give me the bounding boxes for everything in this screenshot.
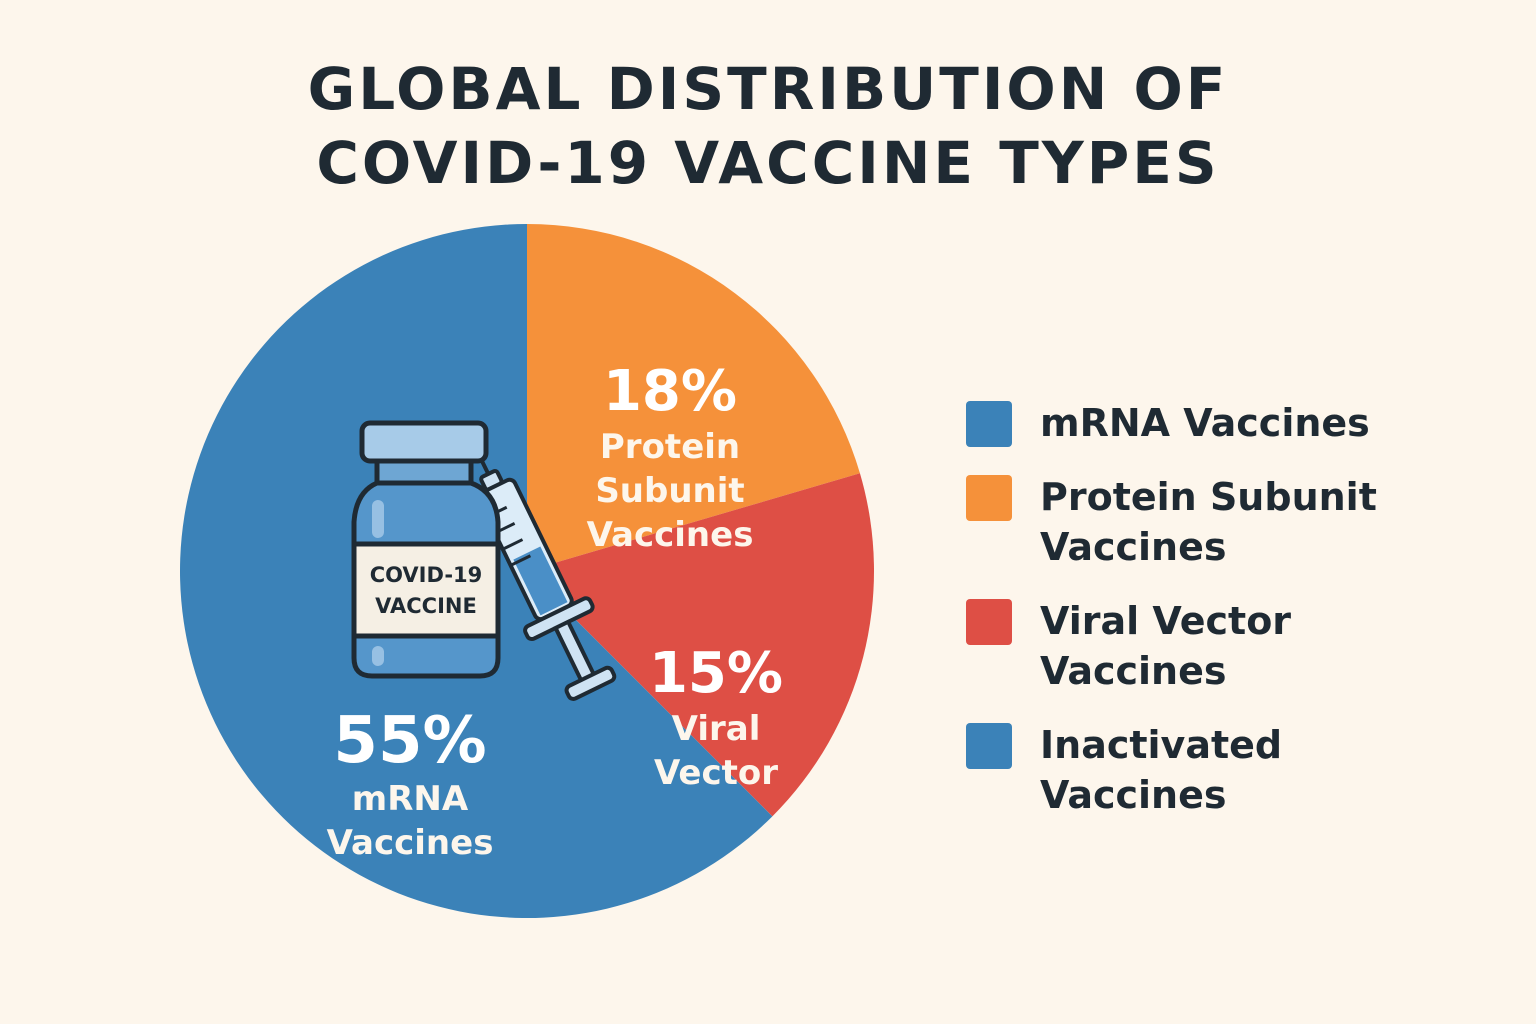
slice-name-label: Vaccines — [327, 823, 494, 863]
legend-item-mrna: mRNA Vaccines — [966, 398, 1526, 448]
legend-label: Inactivated Vaccines — [1040, 723, 1283, 817]
pie-slice-viral-vector-vaccines — [527, 473, 874, 817]
slice-name-label: mRNA — [352, 779, 469, 819]
vaccine-vial-icon: COVID-19 VACCINE — [351, 420, 501, 679]
legend-item-protein-subunit: Protein Subunit Vaccines — [966, 472, 1526, 572]
chart-title-line-1: GLOBAL DISTRIBUTION OF — [307, 55, 1229, 123]
slice-name-label: Subunit — [595, 471, 744, 511]
legend-label: mRNA Vaccines — [1040, 401, 1370, 445]
slice-percent-label: 18% — [603, 359, 737, 424]
chart-title-line-2: COVID-19 VACCINE TYPES — [316, 129, 1220, 197]
slice-name-label: Viral — [672, 709, 761, 749]
slice-name-label: Protein — [600, 427, 740, 467]
pie-slice-protein-subunit-vaccines — [527, 224, 860, 571]
vial-label-line-1: COVID-19 — [370, 563, 483, 587]
slice-name-label: Vector — [654, 753, 778, 793]
slice-percent-label: 55% — [333, 704, 486, 778]
legend-swatch — [966, 475, 1012, 521]
legend-item-inactivated: Inactivated Vaccines — [966, 720, 1526, 820]
legend: mRNA Vaccines Protein Subunit Vaccines V… — [966, 398, 1526, 844]
legend-swatch — [966, 723, 1012, 769]
legend-swatch — [966, 599, 1012, 645]
vial-label-line-2: VACCINE — [375, 594, 477, 618]
syringe-icon — [465, 429, 617, 701]
pie-slice-labels: 18%ProteinSubunitVaccines15%ViralVector5… — [327, 359, 783, 863]
legend-label: Viral Vector Vaccines — [1040, 599, 1292, 693]
chart-title: GLOBAL DISTRIBUTION OF COVID-19 VACCINE … — [0, 52, 1536, 200]
legend-item-viral-vector: Viral Vector Vaccines — [966, 596, 1526, 696]
vaccine-illustration: COVID-19 VACCINE — [351, 420, 617, 701]
slice-percent-label: 15% — [649, 641, 783, 706]
slice-name-label: Vaccines — [587, 515, 754, 555]
legend-label: Protein Subunit Vaccines — [1040, 475, 1377, 569]
legend-swatch — [966, 401, 1012, 447]
